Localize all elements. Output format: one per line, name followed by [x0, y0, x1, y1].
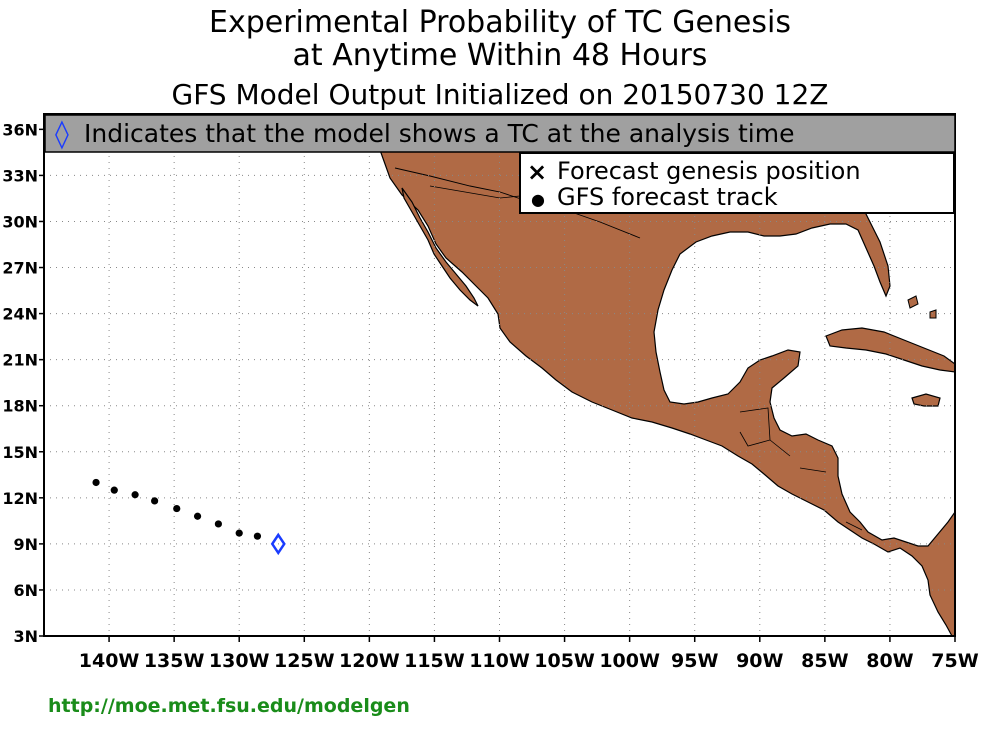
track-point [214, 520, 222, 528]
cross-icon: × [527, 158, 547, 186]
map-area: ◊ Indicates that the model shows a TC at… [43, 113, 956, 637]
diamond-icon: ◊ [55, 117, 69, 150]
analysis-tc-diamond-icon [270, 532, 286, 556]
track-point [151, 497, 159, 505]
lon-label: 130W [209, 650, 270, 672]
lat-label: 12N [2, 489, 38, 508]
track-point [173, 504, 181, 513]
dot-icon: ● [531, 190, 545, 209]
lat-label: 3N [13, 627, 38, 646]
track-point [110, 486, 118, 494]
lat-label: 6N [13, 581, 38, 600]
lon-label: 75W [931, 650, 978, 672]
track-point [253, 532, 262, 540]
legend-box [519, 152, 955, 214]
lat-label: 36N [2, 120, 38, 139]
lon-label: 110W [469, 650, 530, 672]
lon-label: 120W [339, 650, 400, 672]
lon-label: 80W [866, 650, 913, 672]
us-mexico-border [394, 167, 641, 239]
legend-label-genesis: Forecast genesis position [557, 157, 861, 185]
forecast-track [92, 478, 262, 540]
lat-label: 30N [2, 212, 38, 231]
lon-label: 125W [274, 650, 335, 672]
title-line-2: at Anytime Within 48 Hours [293, 38, 708, 73]
lon-label: 140W [79, 650, 140, 672]
track-point [92, 478, 100, 487]
lat-label: 18N [2, 397, 38, 416]
lon-label: 95W [671, 650, 718, 672]
longitude-labels: 140W 135W 130W 125W 120W 115W 110W 105W 100W 95W 9… [79, 636, 979, 672]
land-mainland [379, 149, 956, 637]
lon-label: 85W [801, 650, 848, 672]
lon-label: 115W [404, 650, 465, 672]
lat-label: 24N [2, 305, 38, 324]
land-bahamas [907, 295, 937, 319]
legend-label-track: GFS forecast track [557, 183, 778, 211]
banner-box [44, 114, 956, 153]
banner-text: Indicates that the model shows a TC at t… [84, 119, 795, 148]
track-point [131, 491, 139, 499]
lat-label: 9N [13, 535, 38, 554]
title-line-1: Experimental Probability of TC Genesis [209, 5, 791, 40]
title-line-3: GFS Model Output Initialized on 20150730… [172, 78, 829, 111]
analysis-tc-marker-group [270, 532, 286, 556]
latitude-labels: 36N 33N 30N 27N 24N 21N 18N 15N 12N 9N 6N 3N [2, 120, 44, 646]
lat-label: 33N [2, 166, 38, 185]
footer-url-link[interactable]: http://moe.met.fsu.edu/modelgen [48, 695, 410, 717]
lat-label: 27N [2, 259, 38, 278]
lat-label: 21N [2, 351, 38, 370]
track-point [235, 529, 243, 537]
lon-label: 135W [144, 650, 205, 672]
lon-label: 100W [599, 650, 660, 672]
lon-label: 90W [736, 650, 783, 672]
lon-label: 105W [534, 650, 595, 672]
lat-label: 15N [2, 443, 38, 462]
track-point [193, 512, 202, 520]
land-baja [401, 187, 479, 307]
